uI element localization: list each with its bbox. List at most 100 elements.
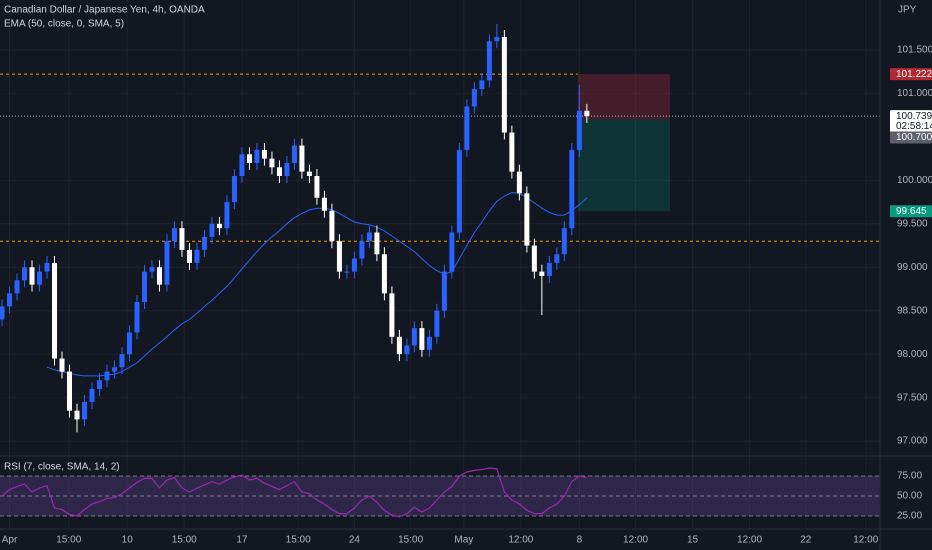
- candle-body: [44, 262, 50, 272]
- candle-body: [126, 332, 132, 355]
- candle-body: [366, 232, 372, 242]
- y-tick-label: 97.000: [897, 436, 928, 447]
- ema-line: [46, 191, 588, 377]
- candle-body: [306, 171, 312, 177]
- x-tick-label: 15:00: [286, 535, 311, 546]
- candle-body: [524, 193, 530, 246]
- currency: JPY: [898, 5, 917, 16]
- ema-legend: EMA (50, close, 0, SMA, 5): [4, 19, 124, 30]
- candle-body: [396, 336, 402, 355]
- candle-body: [576, 110, 582, 150]
- x-tick-label: 24: [349, 535, 361, 546]
- candle-body: [291, 145, 297, 163]
- candle-body: [441, 271, 447, 311]
- candle-body: [531, 245, 537, 272]
- x-tick-label: 15:00: [56, 535, 81, 546]
- candle-body: [67, 371, 73, 411]
- last-badge-label: 100.739: [896, 111, 932, 122]
- candle-body: [52, 262, 58, 359]
- rsi-tick-label: 75.00: [897, 471, 922, 482]
- candle-body: [209, 223, 215, 237]
- x-tick-label: 8: [577, 535, 583, 546]
- last-badge: [890, 110, 932, 133]
- candle-body: [81, 401, 87, 420]
- candle-body: [96, 380, 102, 389]
- candle-body: [546, 262, 552, 276]
- candle-body: [359, 241, 365, 259]
- candle-body: [74, 410, 80, 420]
- candle-body: [479, 80, 485, 90]
- x-tick-label: 10: [122, 535, 134, 546]
- candle-body: [269, 158, 275, 168]
- candle-body: [299, 145, 305, 172]
- candle-body: [14, 280, 20, 294]
- y-tick-label: 97.500: [897, 392, 928, 403]
- x-tick-label: 12:00: [623, 535, 648, 546]
- candle-body: [134, 302, 140, 333]
- candle-body: [539, 271, 545, 276]
- candle-body: [276, 167, 282, 177]
- candle-body: [171, 228, 177, 242]
- candles: [0, 23, 590, 433]
- candle-body: [104, 371, 110, 381]
- x-tick-label: 15: [687, 535, 699, 546]
- candle-body: [29, 267, 35, 285]
- candle-body: [569, 149, 575, 229]
- candle-body: [149, 267, 155, 272]
- y-tick-label: 99.000: [897, 262, 928, 273]
- candle-body: [464, 106, 470, 150]
- candle-body: [201, 236, 207, 250]
- rsi-line: [1, 467, 587, 518]
- rsi-tick-label: 25.00: [897, 511, 922, 522]
- last-badge-countdown: 02:58:14: [896, 121, 932, 132]
- candle-body: [426, 336, 432, 350]
- x-tick-label: 12:00: [737, 535, 762, 546]
- chart-title: Canadian Dollar / Japanese Yen, 4h, OAND…: [4, 5, 205, 16]
- candle-body: [336, 241, 342, 272]
- candle-body: [239, 154, 245, 177]
- candle-body: [456, 149, 462, 233]
- candle-body: [186, 249, 192, 263]
- target-badge: [890, 205, 932, 218]
- y-tick-label: 101.000: [897, 88, 932, 99]
- candle-body: [351, 258, 357, 272]
- candle-body: [411, 328, 417, 346]
- rsi-pane: [0, 467, 880, 518]
- y-tick-label: 99.500: [897, 218, 928, 229]
- y-tick-label: 100.000: [897, 175, 932, 186]
- x-tick-label: 12:00: [853, 535, 878, 546]
- candle-body: [509, 132, 515, 172]
- position-tool: [577, 74, 671, 212]
- candle-body: [89, 388, 95, 402]
- candle-body: [194, 249, 200, 263]
- candle-body: [179, 228, 185, 250]
- x-tick-label: 15:00: [398, 535, 423, 546]
- candle-body: [216, 223, 222, 229]
- candle-body: [284, 162, 290, 177]
- entry-badge-label: 100.700: [896, 132, 932, 143]
- candle-body: [381, 254, 387, 294]
- x-tick-label: May: [454, 535, 473, 546]
- ema: [46, 191, 588, 377]
- rsi-tick-label: 50.00: [897, 491, 922, 502]
- candle-body: [261, 149, 267, 159]
- candle-body: [224, 202, 230, 229]
- target-badge-label: 99.645: [896, 206, 927, 217]
- candle-body: [554, 254, 560, 263]
- x-tick-label: 12:00: [508, 535, 533, 546]
- candle-body: [561, 228, 567, 255]
- rsi-legend: RSI (7, close, SMA, 14, 2): [4, 462, 120, 473]
- candle-body: [7, 293, 13, 307]
- x-tick-label: 22: [800, 535, 812, 546]
- candle-body: [584, 110, 590, 117]
- axes: Apr 15:00 10 15:00 17 15:00 24 15:00 May 12:00 8 12…: [2, 45, 932, 546]
- stop-badge-label: 101.222: [896, 69, 932, 80]
- candle-body: [486, 41, 492, 81]
- entry-badge: [890, 131, 932, 144]
- candle-body: [141, 271, 147, 303]
- candle-body: [59, 358, 65, 372]
- candle-body: [329, 210, 335, 242]
